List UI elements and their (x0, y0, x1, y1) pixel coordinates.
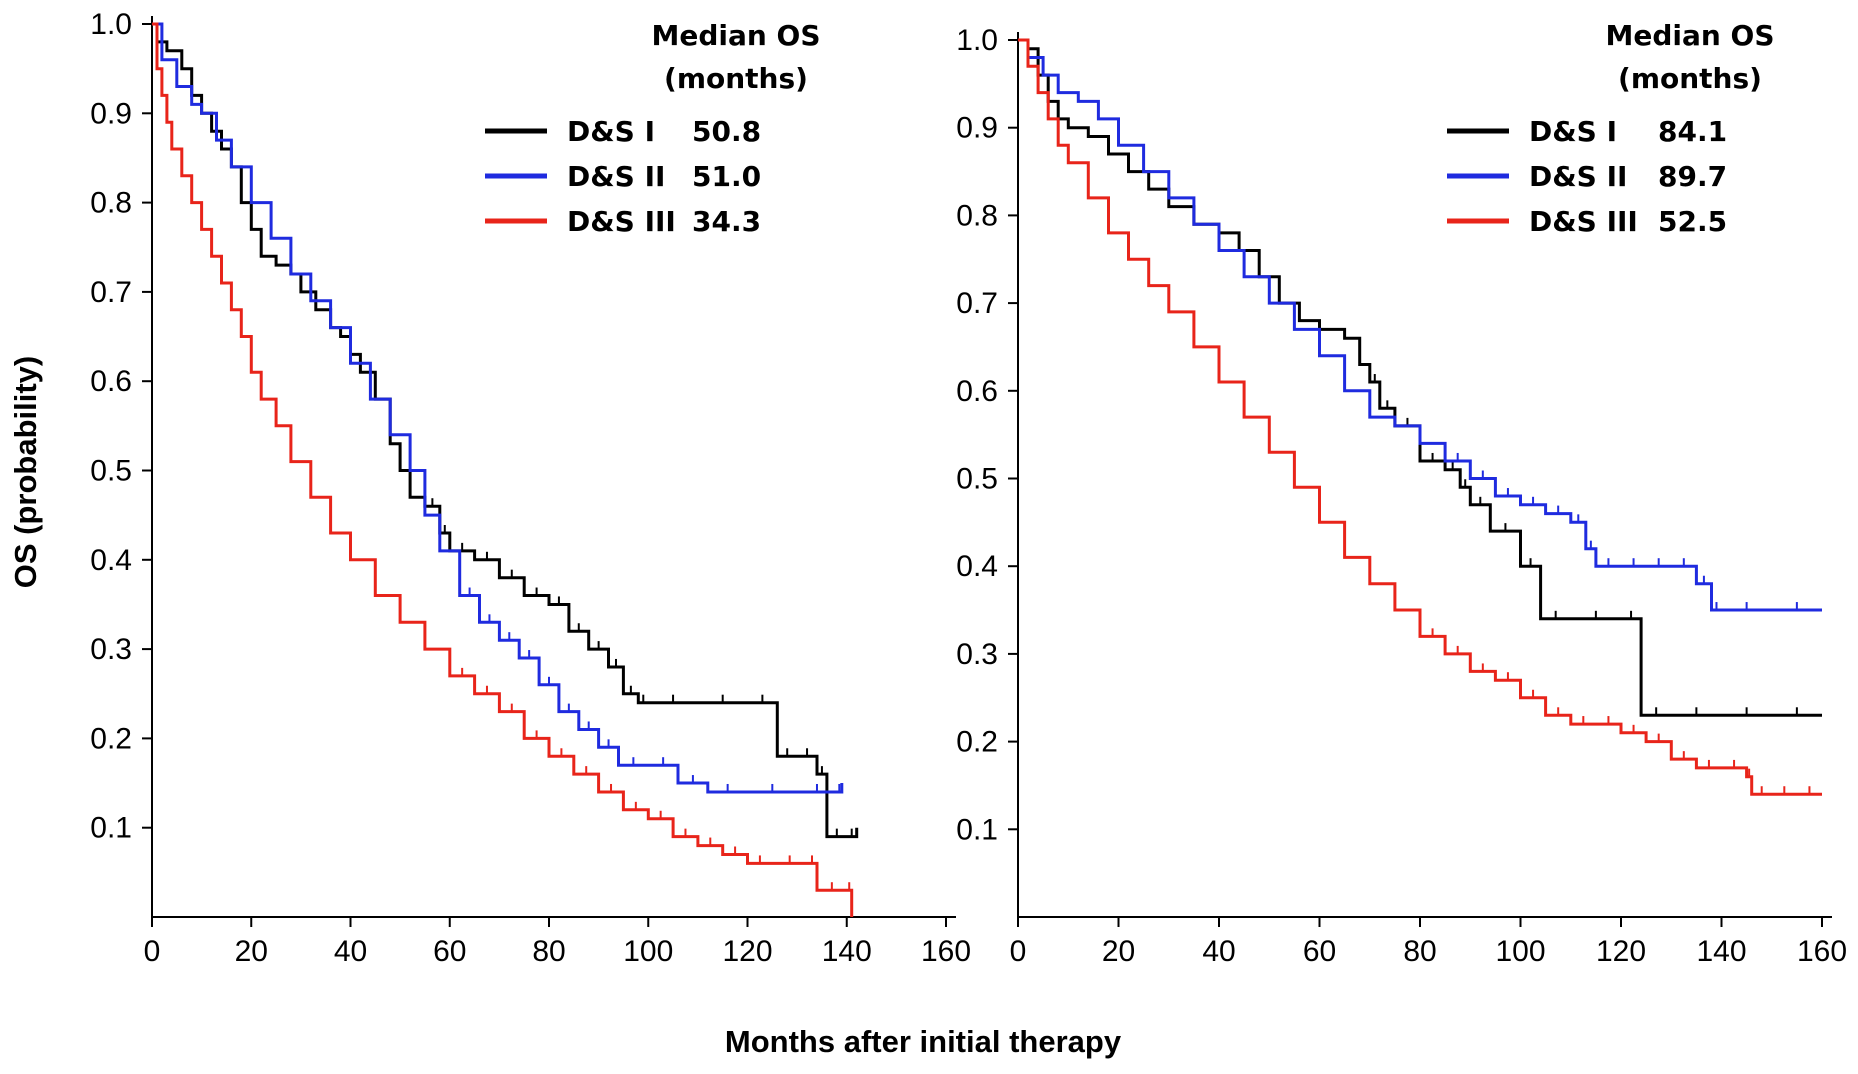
y-tick-label: 0.8 (956, 199, 998, 232)
y-tick-label: 0.3 (90, 633, 132, 666)
x-tick-label: 60 (433, 935, 466, 968)
x-tick-label: 40 (1202, 935, 1235, 968)
legend-title: (months) (664, 62, 808, 95)
x-tick-label: 140 (822, 935, 872, 968)
x-tick-label: 100 (623, 935, 673, 968)
legend-median: 34.3 (692, 205, 761, 238)
legend-title: Median OS (651, 19, 820, 52)
x-tick-label: 80 (1403, 935, 1436, 968)
legend: Median OS (months) D&S I 50.8 D&S II 51.0 D&S … (485, 19, 821, 238)
legend-series-name: D&S II (567, 160, 665, 193)
y-tick-label: 0.5 (956, 463, 998, 496)
legend-series-name: D&S III (567, 205, 676, 238)
x-tick-label: 120 (722, 935, 772, 968)
y-tick-label: 0.4 (90, 544, 132, 577)
km-curve-3 (1018, 38, 1822, 796)
x-axis-title: Months after initial therapy (725, 1024, 1122, 1059)
y-tick-label: 0.5 (90, 455, 132, 488)
km-curve-2 (1018, 38, 1822, 612)
legend-series-name: D&S I (567, 115, 655, 148)
y-tick-label: 1.0 (956, 24, 998, 57)
x-tick-label: 120 (1596, 935, 1646, 968)
km-curve-3 (152, 22, 854, 917)
legend-series-name: D&S II (1529, 160, 1627, 193)
legend-median: 84.1 (1658, 115, 1727, 148)
y-tick-label: 0.1 (956, 813, 998, 846)
y-tick-label: 0.6 (90, 365, 132, 398)
y-tick-label: 0.7 (956, 287, 998, 320)
km-curve-1 (1018, 38, 1822, 717)
legend-median: 89.7 (1658, 160, 1727, 193)
legend-median: 50.8 (692, 115, 761, 148)
y-tick-label: 0.4 (956, 550, 998, 583)
y-tick-label: 0.3 (956, 638, 998, 671)
x-tick-label: 0 (1010, 935, 1027, 968)
y-tick-label: 0.2 (956, 726, 998, 759)
legend-median: 52.5 (1658, 205, 1727, 238)
x-tick-label: 160 (1797, 935, 1847, 968)
x-tick-label: 40 (334, 935, 367, 968)
x-tick-label: 20 (235, 935, 268, 968)
y-tick-label: 0.1 (90, 812, 132, 845)
right-km-panel: 0 20 40 60 80 100 120 140 160 0.1 0.2 0.3 0.4 0.5 0.6 0… (956, 19, 1847, 968)
y-tick-label: 0.9 (956, 112, 998, 145)
km-curve-2 (152, 22, 844, 794)
y-tick-label: 0.6 (956, 375, 998, 408)
y-tick-label: 0.8 (90, 187, 132, 220)
y-tick-label: 0.7 (90, 276, 132, 309)
legend: Median OS (months)D&S I 84.1 D&S II 89.7 D&S … (1447, 19, 1775, 238)
y-tick-label: 1.0 (90, 8, 132, 41)
x-tick-label: 140 (1696, 935, 1746, 968)
legend-title: (months) (1618, 62, 1762, 95)
left-km-panel: 0 20 40 60 80 100 120 140 160 0.1 0.2 0.3 0.4 0.5 0.6 0… (90, 8, 971, 968)
y-tick-label: 0.2 (90, 722, 132, 755)
x-tick-label: 80 (532, 935, 565, 968)
x-tick-label: 160 (921, 935, 971, 968)
y-tick-label: 0.9 (90, 97, 132, 130)
legend-series-name: D&S III (1529, 205, 1638, 238)
x-tick-label: 100 (1495, 935, 1545, 968)
x-tick-label: 20 (1102, 935, 1135, 968)
legend-title: Median OS (1605, 19, 1774, 52)
legend-median: 51.0 (692, 160, 761, 193)
x-tick-label: 60 (1303, 935, 1336, 968)
x-tick-label: 0 (144, 935, 161, 968)
legend-series-name: D&S I (1529, 115, 1617, 148)
y-axis-title: OS (probability) (8, 356, 43, 589)
